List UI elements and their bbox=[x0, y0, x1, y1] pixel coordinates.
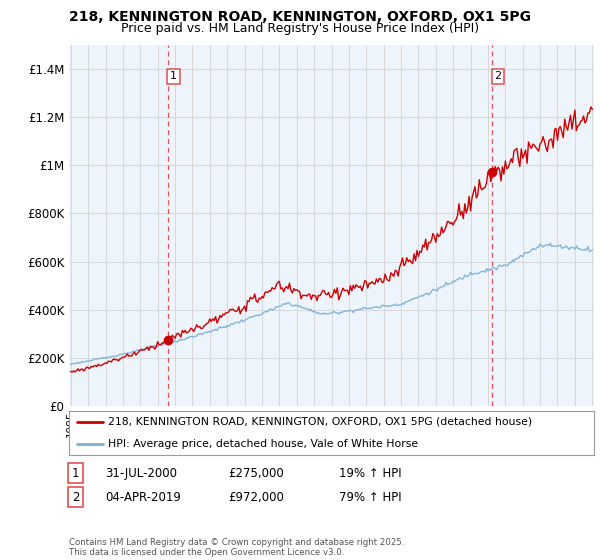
Text: 04-APR-2019: 04-APR-2019 bbox=[105, 491, 181, 504]
Text: Price paid vs. HM Land Registry's House Price Index (HPI): Price paid vs. HM Land Registry's House … bbox=[121, 22, 479, 35]
Text: £972,000: £972,000 bbox=[228, 491, 284, 504]
Text: 1: 1 bbox=[170, 71, 177, 81]
Text: 218, KENNINGTON ROAD, KENNINGTON, OXFORD, OX1 5PG: 218, KENNINGTON ROAD, KENNINGTON, OXFORD… bbox=[69, 10, 531, 24]
Text: 2: 2 bbox=[494, 71, 502, 81]
Text: 1: 1 bbox=[72, 466, 79, 480]
Text: 79% ↑ HPI: 79% ↑ HPI bbox=[339, 491, 401, 504]
Text: 218, KENNINGTON ROAD, KENNINGTON, OXFORD, OX1 5PG (detached house): 218, KENNINGTON ROAD, KENNINGTON, OXFORD… bbox=[109, 417, 533, 427]
Text: 2: 2 bbox=[72, 491, 79, 504]
Text: HPI: Average price, detached house, Vale of White Horse: HPI: Average price, detached house, Vale… bbox=[109, 439, 419, 449]
Text: 19% ↑ HPI: 19% ↑ HPI bbox=[339, 466, 401, 480]
Text: £275,000: £275,000 bbox=[228, 466, 284, 480]
Text: Contains HM Land Registry data © Crown copyright and database right 2025.
This d: Contains HM Land Registry data © Crown c… bbox=[69, 538, 404, 557]
Text: 31-JUL-2000: 31-JUL-2000 bbox=[105, 466, 177, 480]
